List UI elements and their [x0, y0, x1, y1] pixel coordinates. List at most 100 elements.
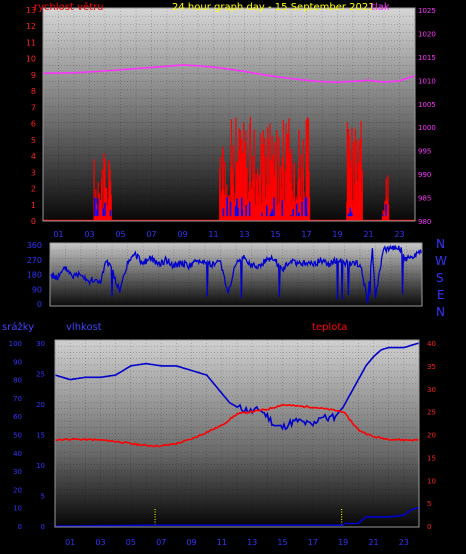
- wind-y-tick-label: 10: [26, 55, 36, 64]
- rain-label: srážky: [2, 321, 34, 333]
- rain-x-tick-label: 11: [217, 538, 227, 547]
- pressure-y-tick-label: 1000: [418, 124, 436, 132]
- temperature-y-tick-label: 25: [427, 409, 436, 417]
- pressure-y-tick-label: 1005: [418, 101, 436, 109]
- rain-x-tick-label: 17: [308, 538, 318, 547]
- compass-s: S: [436, 271, 444, 285]
- rain-line: [55, 507, 419, 527]
- wind-y-tick-label: 8: [31, 87, 36, 96]
- wind-x-tick-label: 05: [115, 230, 125, 239]
- temperature-y-tick-label: 30: [427, 386, 436, 394]
- temperature-y-tick-label: 5: [427, 500, 431, 508]
- rain-x-tick-label: 09: [186, 538, 196, 547]
- direction-y-tick-label: 270: [27, 256, 42, 265]
- pressure-y-tick-label: 995: [418, 148, 431, 156]
- wind-y-tick-label: 12: [26, 22, 36, 31]
- wind-panel-frame: [42, 7, 416, 222]
- wind-x-tick-label: 01: [53, 230, 63, 239]
- pressure-y-tick-label: 990: [418, 171, 431, 179]
- humidity-y-tick-label: 10: [36, 462, 45, 470]
- wind-y-tick-label: 7: [31, 103, 36, 112]
- wind-y-tick-label: 3: [31, 168, 36, 177]
- temperature-label: teplota: [312, 322, 347, 333]
- wind-x-tick-label: 23: [394, 230, 404, 239]
- wind-y-tick-label: 11: [26, 38, 36, 47]
- chart-title: 24 hour graph day - 15 September 2021: [172, 2, 375, 13]
- direction-y-tick-label: 360: [27, 241, 42, 250]
- wind-x-tick-label: 09: [177, 230, 187, 239]
- direction-y-tick-label: 90: [32, 285, 42, 294]
- pressure-y-tick-label: 1025: [418, 7, 436, 15]
- temperature-y-tick-label: 35: [427, 363, 436, 371]
- rain-x-tick-label: 05: [126, 538, 136, 547]
- rain-x-tick-label: 19: [338, 538, 348, 547]
- wind-speed-label: rychlost větru: [34, 1, 104, 13]
- axes-labels: 0123456789101112139809859909951000100510…: [9, 6, 436, 547]
- rain-y-tick-label: 0: [18, 523, 22, 531]
- compass-w: W: [435, 254, 447, 268]
- direction-panel-frame: [49, 242, 423, 307]
- direction-panel-plot: [50, 244, 422, 304]
- rain-x-tick-label: 21: [368, 538, 378, 547]
- pressure-line: [43, 64, 415, 84]
- rain-panel-plot: [55, 342, 419, 527]
- rain-panel-frame: [54, 339, 420, 528]
- pressure-y-tick-label: 1015: [418, 54, 436, 62]
- rain-y-tick-label: 60: [13, 413, 22, 421]
- rain-x-tick-label: 15: [277, 538, 287, 547]
- wind-x-tick-label: 17: [301, 230, 311, 239]
- wind-y-tick-label: 9: [31, 71, 36, 80]
- rain-y-tick-label: 40: [13, 450, 22, 458]
- rain-y-tick-label: 70: [13, 395, 22, 403]
- humidity-line: [55, 342, 419, 431]
- wind-x-tick-label: 11: [208, 230, 218, 239]
- pressure-label: tlak: [371, 2, 390, 13]
- rain-x-tick-label: 03: [95, 538, 105, 547]
- wind-y-tick-label: 6: [31, 120, 36, 129]
- wind-y-tick-label: 4: [31, 152, 36, 161]
- rain-panel-background: [55, 340, 419, 527]
- direction-y-tick-label: 180: [27, 271, 42, 280]
- wind-y-tick-label: 1: [31, 201, 36, 210]
- wind-x-tick-label: 21: [363, 230, 373, 239]
- wind-y-tick-label: 0: [31, 217, 36, 226]
- rain-y-tick-label: 90: [13, 358, 22, 366]
- rain-y-tick-label: 50: [13, 432, 22, 440]
- humidity-y-tick-label: 5: [41, 493, 45, 501]
- wind-direction-line: [50, 244, 422, 304]
- compass-e: E: [437, 288, 445, 302]
- pressure-y-tick-label: 1010: [418, 77, 436, 85]
- pressure-y-tick-label: 985: [418, 195, 431, 203]
- direction-y-tick-label: 0: [37, 300, 42, 309]
- humidity-y-tick-label: 0: [41, 523, 45, 531]
- wind-panel-plot: [43, 64, 415, 221]
- wind-x-tick-label: 15: [270, 230, 280, 239]
- wind-y-tick-label: 13: [26, 6, 36, 15]
- temperature-y-tick-label: 0: [427, 523, 431, 531]
- wind-y-tick-label: 5: [31, 136, 36, 145]
- rain-y-tick-label: 10: [13, 505, 22, 513]
- rain-y-tick-label: 80: [13, 377, 22, 385]
- temperature-y-tick-label: 15: [427, 454, 436, 462]
- wind-x-tick-label: 19: [332, 230, 342, 239]
- pressure-y-tick-label: 1020: [418, 30, 436, 38]
- temperature-y-tick-label: 40: [427, 340, 436, 348]
- wind-x-tick-label: 07: [146, 230, 156, 239]
- humidity-label: vlhkost: [66, 322, 102, 333]
- temperature-y-tick-label: 10: [427, 477, 436, 485]
- wind-y-tick-label: 2: [31, 185, 36, 194]
- rain-x-tick-label: 23: [399, 538, 409, 547]
- rain-y-tick-label: 30: [13, 468, 22, 476]
- compass-n-top: N: [436, 237, 445, 251]
- humidity-y-tick-label: 30: [36, 340, 45, 348]
- rain-x-tick-label: 07: [156, 538, 166, 547]
- wind-x-tick-label: 13: [239, 230, 249, 239]
- temperature-line: [55, 403, 419, 448]
- rain-x-tick-label: 13: [247, 538, 257, 547]
- humidity-y-tick-label: 20: [36, 401, 45, 409]
- pressure-y-tick-label: 980: [418, 218, 431, 226]
- compass-n-bottom: N: [436, 305, 445, 319]
- rain-panel-grid: [55, 340, 419, 527]
- rain-y-tick-label: 100: [9, 340, 22, 348]
